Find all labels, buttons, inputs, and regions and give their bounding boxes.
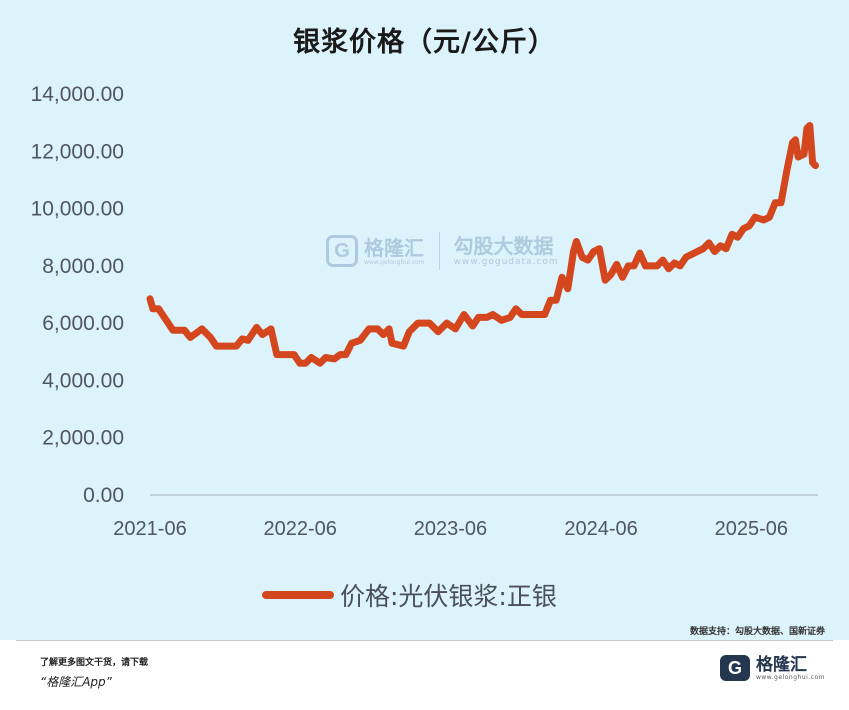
watermark-divider <box>438 232 440 270</box>
logo-url: www.gelonghui.com <box>755 673 825 681</box>
x-tick-label: 2022-06 <box>264 518 337 540</box>
watermark-brand2: 勾股大数据 <box>453 234 554 258</box>
x-axis: 2021-06 2022-06 2023-06 2024-06 2025-06 <box>113 518 788 540</box>
footer-promo-text: 了解更多图文干货，请下载 <box>40 658 149 668</box>
legend-swatch <box>262 591 334 599</box>
watermark-brand1: 格隆汇 <box>364 235 424 260</box>
y-tick-label: 4,000.00 <box>42 369 124 392</box>
x-tick-label: 2025-06 <box>715 518 788 540</box>
gelonghui-logo-icon: G <box>719 655 750 681</box>
y-tick-label: 10,000.00 <box>31 198 124 221</box>
footer-divider <box>16 640 833 641</box>
y-tick-label: 6,000.00 <box>42 312 124 335</box>
y-tick-label: 8,000.00 <box>42 255 124 278</box>
y-tick-label: 2,000.00 <box>42 427 124 450</box>
series-line-silver-paste <box>146 122 819 367</box>
chart-title: 银浆价格（元/公斤） <box>293 27 556 58</box>
chart-plot: 0.00 2,000.00 4,000.00 6,000.00 8,000.00 10,0… <box>31 83 819 540</box>
x-tick-label: 2024-06 <box>564 518 637 540</box>
y-tick-label: 0.00 <box>83 484 124 507</box>
logo-name: 格隆汇 <box>755 654 807 675</box>
y-tick-label: 14,000.00 <box>31 83 124 106</box>
y-axis: 0.00 2,000.00 4,000.00 6,000.00 8,000.00 10,0… <box>31 83 124 507</box>
x-tick-label: 2021-06 <box>113 518 186 540</box>
y-tick-label: 12,000.00 <box>31 140 124 163</box>
footer-logo: G 格隆汇 www.gelonghui.com <box>719 654 825 681</box>
source-note: 数据支持：勾股大数据、国新证券 <box>689 627 825 637</box>
chart-panel: 银浆价格（元/公斤） 0.00 2,000.00 4,000.00 6,000.00 8… <box>0 0 849 640</box>
gelonghui-logo-icon: G <box>326 235 358 267</box>
watermark-brand1-url: www.gelonghui.com <box>364 258 425 266</box>
watermark-brand2-url: www.gogudata.com <box>453 257 559 267</box>
x-tick-label: 2023-06 <box>414 518 487 540</box>
legend: 价格:光伏银浆:正银 <box>262 575 557 615</box>
legend-label: 价格:光伏银浆:正银 <box>340 582 557 611</box>
watermark: G 格隆汇 www.gelonghui.com 勾股大数据 www.goguda… <box>326 232 559 270</box>
footer-app-name: “格隆汇App” <box>40 675 112 689</box>
